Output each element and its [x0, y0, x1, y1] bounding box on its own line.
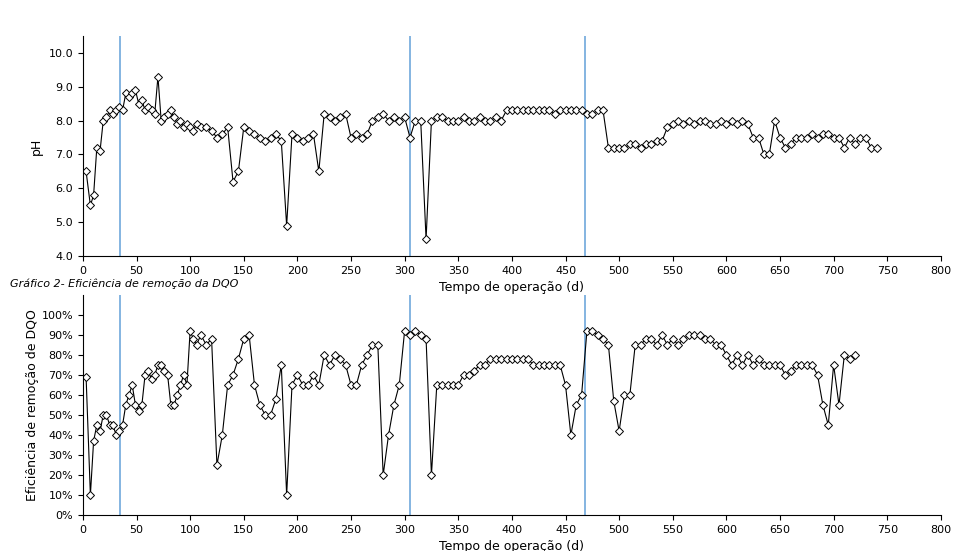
Y-axis label: Eficiência de remoção de DQO: Eficiência de remoção de DQO	[25, 309, 39, 501]
X-axis label: Tempo de operação (d): Tempo de operação (d)	[440, 282, 584, 294]
Text: Gráfico 2- Eficiência de remoção da DQO: Gráfico 2- Eficiência de remoção da DQO	[10, 278, 238, 289]
X-axis label: Tempo de operação (d): Tempo de operação (d)	[440, 541, 584, 551]
Y-axis label: pH: pH	[30, 137, 43, 155]
